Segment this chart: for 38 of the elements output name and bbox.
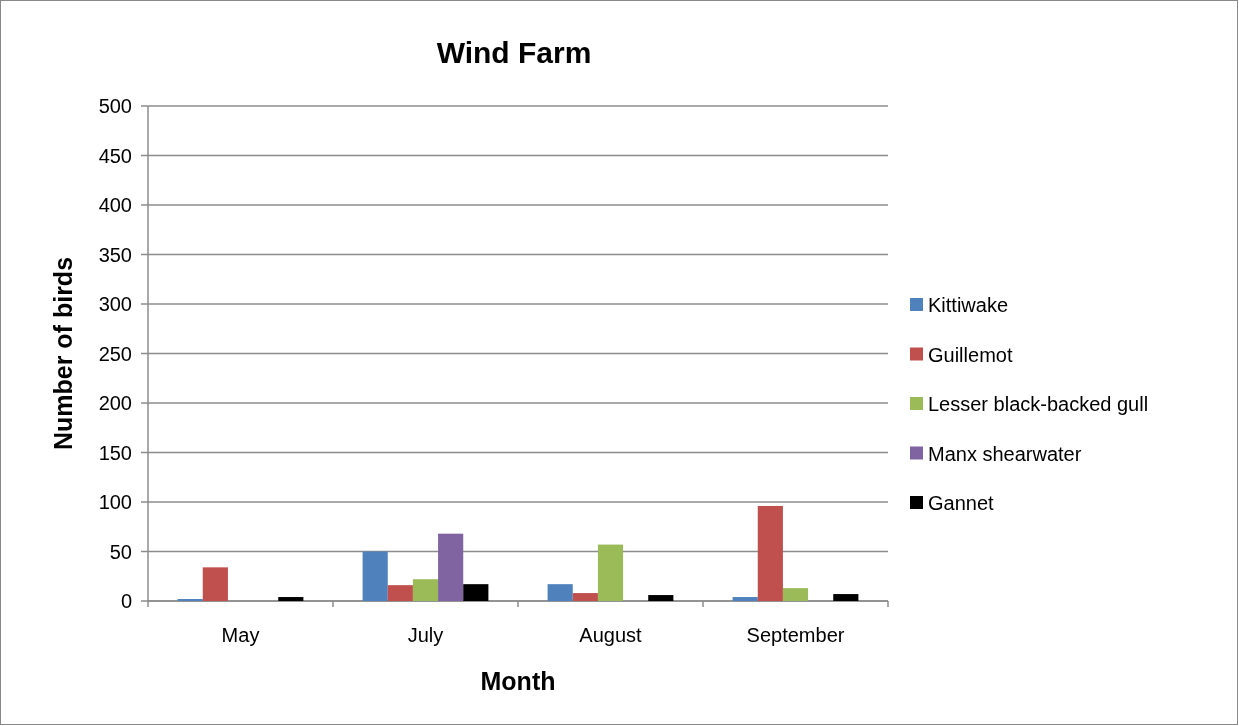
legend-label: Gannet — [928, 492, 995, 514]
legend-label: Lesser black-backed gull — [928, 393, 1149, 415]
x-tick-label: August — [579, 624, 643, 646]
y-tick-label: 200 — [98, 392, 132, 414]
x-axis-title: Month — [480, 667, 556, 695]
bar — [648, 595, 674, 601]
y-axis-title: Number of birds — [49, 256, 77, 451]
legend-label: Guillemot — [928, 343, 1013, 366]
y-tick-label: 250 — [98, 342, 132, 365]
y-tick-label: 400 — [98, 194, 132, 216]
bar — [202, 567, 228, 601]
legend-label: Kittiwake — [928, 294, 1009, 316]
chart-title: Wind Farm — [436, 36, 592, 69]
bar — [782, 588, 809, 601]
bar — [547, 584, 573, 601]
bar — [412, 579, 439, 601]
y-tick-label: 100 — [98, 491, 132, 513]
bar — [572, 593, 598, 601]
x-tick-label: July — [407, 624, 444, 646]
bar — [387, 585, 413, 601]
bar — [597, 544, 624, 601]
legend-label: Manx shearwater — [928, 442, 1082, 465]
bar — [438, 533, 464, 601]
y-tick-label: 450 — [98, 144, 132, 167]
bar — [833, 594, 859, 601]
bar — [732, 597, 758, 601]
y-tick-label: 500 — [98, 95, 132, 117]
bar — [757, 505, 783, 601]
bar — [463, 584, 489, 601]
y-tick-label: 50 — [109, 540, 132, 563]
y-tick-label: 150 — [98, 441, 132, 464]
y-tick-label: 300 — [98, 293, 132, 315]
y-tick-label: 350 — [98, 243, 132, 266]
bar — [362, 551, 388, 601]
x-tick-label: May — [221, 624, 260, 646]
y-tick-label: 0 — [120, 590, 132, 612]
x-tick-label: September — [746, 624, 845, 646]
bar — [278, 597, 304, 601]
